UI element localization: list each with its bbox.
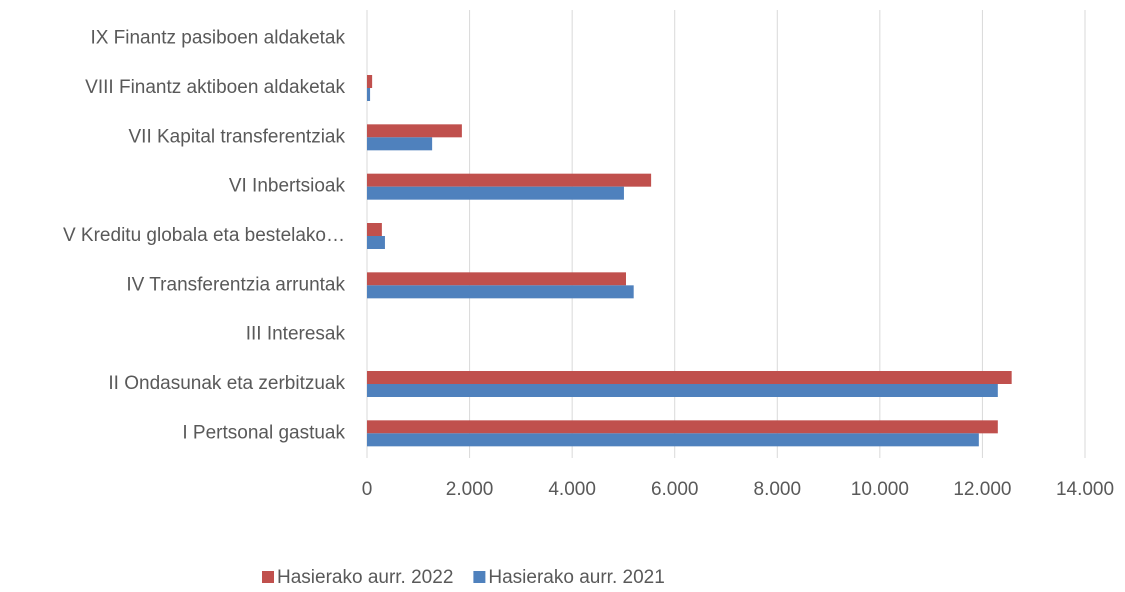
x-tick-label: 14.000 — [1056, 479, 1114, 500]
bar — [367, 124, 462, 138]
bar — [367, 173, 652, 187]
y-tick-label: IX Finantz pasiboen aldaketak — [90, 28, 345, 49]
x-tick-label: 12.000 — [953, 479, 1011, 500]
x-tick-label: 8.000 — [754, 479, 802, 500]
y-tick-label: V Kreditu globala eta bestelako… — [63, 225, 345, 246]
legend-swatch — [262, 571, 274, 583]
x-tick-label: 0 — [362, 479, 373, 500]
bar — [367, 433, 979, 447]
y-tick-label: III Interesak — [246, 324, 346, 345]
bar — [367, 88, 371, 101]
x-tick-label: 2.000 — [446, 479, 494, 500]
legend-label: Hasierako aurr. 2022 — [277, 567, 453, 588]
y-tick-label: VIII Finantz aktiboen aldaketak — [85, 77, 345, 98]
bar — [367, 420, 998, 434]
bar — [367, 75, 373, 88]
bar — [367, 186, 624, 200]
bar — [367, 272, 626, 286]
y-tick-label: VI Inbertsioak — [229, 176, 346, 197]
y-tick-label: I Pertsonal gastuak — [182, 422, 345, 443]
x-tick-label: 10.000 — [851, 479, 909, 500]
bar — [367, 137, 433, 151]
legend-swatch — [473, 571, 486, 583]
bar — [367, 285, 634, 299]
y-tick-label: II Ondasunak eta zerbitzuak — [108, 373, 345, 394]
x-tick-label: 4.000 — [548, 479, 596, 500]
y-tick-label: VII Kapital transferentziak — [129, 126, 346, 147]
bar — [367, 371, 1012, 384]
bar — [367, 223, 382, 236]
y-tick-label: IV Transferentzia arruntak — [126, 274, 345, 295]
legend-label: Hasierako aurr. 2021 — [488, 567, 664, 588]
bar — [367, 384, 998, 397]
x-tick-label: 6.000 — [651, 479, 699, 500]
bar — [367, 236, 385, 249]
